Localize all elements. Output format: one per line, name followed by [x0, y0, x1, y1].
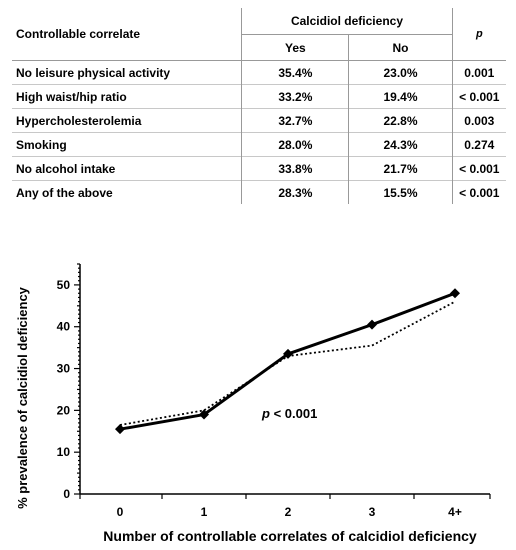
y-tick-label: 20: [57, 403, 71, 417]
row-yes: 33.8%: [241, 156, 349, 181]
table-row: Smoking 28.0% 24.3% 0.274: [12, 132, 506, 157]
row-no: 21.7%: [348, 156, 453, 181]
row-p: < 0.001: [451, 84, 506, 109]
header-yes: Yes: [241, 34, 349, 61]
row-label: Any of the above: [12, 180, 242, 204]
table-row: No leisure physical activity 35.4% 23.0%…: [12, 60, 506, 85]
table-row: No alcohol intake 33.8% 21.7% < 0.001: [12, 156, 506, 181]
row-p: 0.274: [451, 132, 506, 157]
row-p: 0.001: [451, 60, 506, 85]
row-no: 23.0%: [348, 60, 453, 85]
x-axis-title: Number of controllable correlates of cal…: [103, 528, 477, 544]
row-p: < 0.001: [451, 180, 506, 204]
table-row: Hypercholesterolemia 32.7% 22.8% 0.003: [12, 108, 506, 133]
y-tick-label: 40: [57, 320, 71, 334]
row-label: No leisure physical activity: [12, 60, 242, 85]
chart-axes: 0 10 20 30 40 50 0 1 2 3 4+: [57, 263, 491, 519]
diamond-marker: [115, 424, 125, 435]
y-tick-label: 0: [63, 487, 70, 501]
header-p: p: [451, 8, 506, 61]
table-header-row-2: Yes No: [12, 34, 506, 61]
row-label: Smoking: [12, 132, 242, 157]
table-header-row-1: Controllable correlate Calcidiol deficie…: [12, 8, 506, 61]
row-p: < 0.001: [451, 156, 506, 181]
diamond-marker: [199, 409, 209, 420]
prevalence-line-chart: 0 10 20 30 40 50 0 1 2 3 4+ % prevalence of calcid…: [15, 263, 491, 544]
diamond-marker: [450, 288, 460, 299]
row-yes: 28.3%: [241, 180, 349, 204]
dotted-series-line: [119, 300, 456, 426]
x-tick-label: 1: [201, 505, 208, 519]
header-controllable-correlate: Controllable correlate: [16, 27, 141, 41]
y-tick-label: 30: [57, 362, 71, 376]
row-label: Hypercholesterolemia: [12, 108, 242, 133]
diamond-marker: [283, 348, 293, 359]
y-tick-label: 50: [57, 278, 71, 292]
x-tick-label: 4+: [448, 505, 462, 519]
header-calcidiol-deficiency: Calcidiol deficiency: [241, 8, 453, 35]
row-yes: 32.7%: [241, 108, 349, 133]
correlates-table: Controllable correlate Calcidiol deficie…: [12, 8, 506, 204]
table-row: High waist/hip ratio 33.2% 19.4% < 0.001: [12, 84, 506, 109]
y-tick-label: 10: [57, 445, 71, 459]
p-value-annotation: p < 0.001: [261, 406, 317, 421]
p-value-annotation-italic: p: [261, 406, 270, 421]
row-yes: 35.4%: [241, 60, 349, 85]
row-p: 0.003: [451, 108, 506, 133]
diamond-marker: [367, 319, 377, 330]
table-row: Any of the above 28.3% 15.5% < 0.001: [12, 180, 506, 204]
x-tick-label: 2: [285, 505, 292, 519]
row-yes: 33.2%: [241, 84, 349, 109]
chart-series: [115, 288, 460, 435]
row-no: 22.8%: [348, 108, 453, 133]
y-axis-title: % prevalence of calcidiol deficiency: [15, 286, 30, 509]
p-value-annotation-rest: < 0.001: [270, 406, 317, 421]
row-no: 15.5%: [348, 180, 453, 204]
row-no: 19.4%: [348, 84, 453, 109]
row-yes: 28.0%: [241, 132, 349, 157]
row-label: High waist/hip ratio: [12, 84, 242, 109]
row-label: No alcohol intake: [12, 156, 242, 181]
row-no: 24.3%: [348, 132, 453, 157]
x-tick-label: 3: [369, 505, 376, 519]
header-no: No: [348, 34, 453, 61]
x-tick-label: 0: [117, 505, 124, 519]
